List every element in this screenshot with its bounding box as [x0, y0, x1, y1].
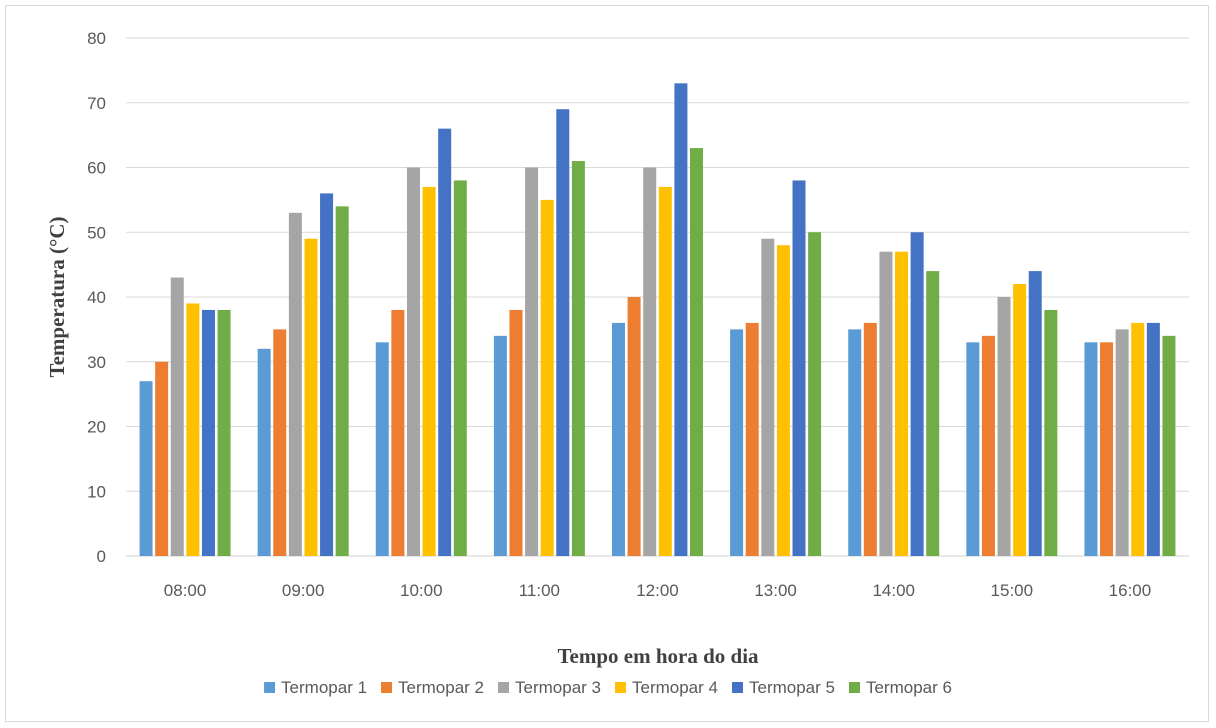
bar: [612, 322, 625, 556]
x-tick-label: 08:00: [164, 581, 207, 600]
y-tick-label: 60: [87, 159, 106, 178]
bar: [1146, 322, 1160, 556]
bar: [674, 83, 688, 556]
x-axis-ticks: 08:00 09:00 10:00 11:00 12:00 13:00 14:00 15:00…: [164, 581, 1151, 600]
bar: [981, 335, 995, 556]
bar: [730, 329, 744, 556]
bar: [540, 199, 554, 556]
bar: [406, 167, 420, 556]
bar: [1100, 342, 1114, 556]
gridlines: [126, 37, 1189, 557]
bar: [217, 309, 231, 556]
bar: [1044, 309, 1058, 556]
y-tick-label: 70: [87, 94, 106, 113]
bar: [1084, 342, 1098, 556]
legend-item: Termopar 2: [381, 678, 484, 697]
legend-item: Termopar 4: [615, 678, 718, 697]
bar: [808, 232, 822, 556]
y-tick-label: 20: [87, 418, 106, 437]
bar: [879, 251, 893, 557]
bar: [155, 361, 169, 556]
bar: [422, 186, 436, 557]
y-axis-ticks: 0 10 20 30 40 50 60 70 80: [87, 29, 106, 566]
y-tick-label: 40: [87, 288, 106, 307]
bar: [170, 277, 184, 556]
bar: [895, 251, 909, 557]
bar: [556, 109, 570, 556]
x-tick-label: 15:00: [991, 581, 1034, 600]
bar: [863, 322, 877, 556]
bar: [288, 212, 302, 556]
bar: [257, 348, 271, 556]
y-tick-label: 30: [87, 353, 106, 372]
bar: [643, 167, 657, 556]
y-tick-label: 0: [97, 547, 106, 566]
bar: [391, 309, 405, 556]
legend-label: Termopar 6: [866, 678, 952, 697]
x-tick-label: 14:00: [872, 581, 915, 600]
legend-swatch: [731, 682, 743, 693]
bar: [745, 322, 759, 556]
x-tick-label: 11:00: [519, 581, 560, 600]
x-axis-title: Tempo em hora do dia: [557, 644, 759, 668]
bar: [320, 193, 334, 556]
bar: [926, 271, 940, 556]
legend: Termopar 1 Termopar 2 Termopar 3 Termopar 4…: [264, 678, 952, 697]
legend-item: Termopar 5: [731, 678, 835, 697]
bar: [139, 381, 153, 556]
bar: [792, 180, 806, 556]
bar: [375, 342, 389, 556]
legend-item: Termopar 6: [848, 678, 952, 697]
bar: [1162, 335, 1176, 556]
y-tick-label: 10: [87, 482, 106, 501]
legend-swatch: [498, 682, 510, 693]
bar: [453, 180, 467, 556]
y-tick-label: 50: [87, 223, 106, 242]
y-tick-label: 80: [87, 29, 106, 48]
bar: [304, 238, 318, 556]
legend-label: Termopar 1: [281, 678, 367, 697]
y-axis-title: Temperatura (°C): [45, 216, 69, 377]
bar: [186, 303, 200, 556]
bar: [335, 206, 349, 556]
legend-swatch: [848, 682, 860, 693]
x-tick-label: 13:00: [754, 581, 797, 600]
legend-label: Termopar 3: [515, 678, 601, 697]
legend-swatch: [264, 682, 276, 693]
bar: [273, 329, 287, 556]
bar: [1115, 329, 1129, 556]
bar: [658, 186, 672, 557]
bar: [571, 161, 585, 556]
legend-swatch: [615, 682, 626, 693]
legend-item: Termopar 3: [498, 678, 601, 697]
legend-item: Termopar 1: [264, 678, 367, 697]
x-tick-label: 16:00: [1109, 581, 1152, 600]
x-tick-label: 10:00: [400, 581, 443, 600]
bar: [438, 128, 452, 556]
bar: [910, 232, 924, 556]
legend-label: Termopar 4: [632, 678, 718, 697]
bar: [1013, 284, 1027, 556]
bar: [1131, 322, 1145, 556]
bar: [493, 335, 507, 556]
bars: [139, 83, 1176, 557]
bar: [997, 297, 1011, 556]
x-tick-label: 09:00: [282, 581, 325, 600]
bar: [201, 309, 215, 556]
x-tick-label: 12:00: [636, 581, 679, 600]
bar: [627, 297, 641, 556]
bar: [525, 167, 539, 556]
bar: [776, 245, 790, 556]
bar: [1028, 271, 1042, 556]
bar: [848, 329, 862, 556]
bar: [761, 238, 775, 556]
legend-label: Termopar 2: [398, 678, 484, 697]
legend-label: Termopar 5: [749, 678, 835, 697]
bar: [966, 342, 980, 556]
bar: [690, 148, 703, 556]
bar: [509, 309, 523, 556]
legend-swatch: [381, 682, 393, 693]
